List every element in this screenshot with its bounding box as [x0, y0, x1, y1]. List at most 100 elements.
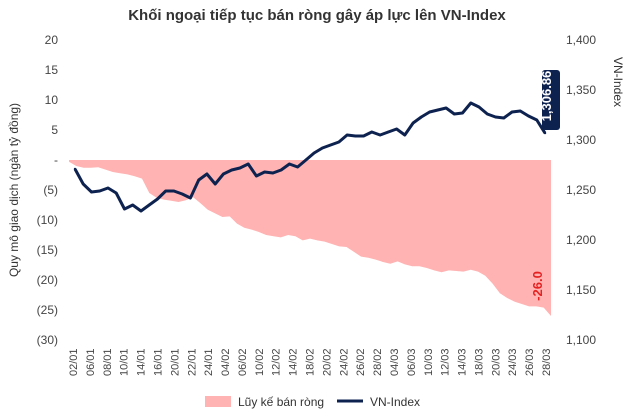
vnindex-point	[469, 101, 472, 105]
vnindex-point	[519, 109, 522, 113]
x-tick-label: 18/02	[305, 348, 317, 376]
vnindex-point	[329, 143, 332, 147]
vnindex-point	[181, 192, 184, 196]
right-tick-label: 1,150	[566, 283, 596, 297]
vnindex-point	[543, 131, 547, 135]
vnindex-point	[189, 196, 192, 200]
vnindex-last-badge: 1,306.86	[539, 70, 560, 130]
left-tick-label: 10	[45, 93, 59, 107]
vnindex-point	[345, 133, 349, 137]
x-tick-label: 24/01	[203, 348, 215, 376]
x-tick-label: 18/03	[473, 348, 485, 376]
vnindex-point	[156, 197, 159, 201]
vnindex-point	[106, 186, 110, 190]
vnindex-point	[172, 189, 176, 193]
x-tick-label: 14/02	[288, 348, 300, 376]
vnindex-point	[535, 118, 538, 122]
vnindex-point	[247, 162, 250, 166]
vnindex-point	[395, 127, 398, 131]
vnindex-point	[486, 112, 489, 116]
vnindex-point	[222, 172, 225, 176]
vnindex-point	[370, 130, 373, 134]
vnindex-point	[354, 134, 357, 138]
x-tick-label: 20/02	[321, 348, 333, 376]
x-tick-label: 14/03	[457, 348, 469, 376]
vnindex-point	[510, 110, 514, 114]
vnindex-point	[428, 110, 431, 114]
vnindex-point	[238, 166, 242, 170]
x-tick-label: 06/01	[85, 348, 97, 376]
right-tick-label: 1,200	[566, 233, 596, 247]
x-tick-label: 06/02	[237, 348, 249, 376]
x-tick-label: 24/03	[507, 348, 519, 376]
left-axis-label: Quy mô giao dịch (ngàn tỷ đồng)	[7, 103, 21, 277]
left-tick-label: (10)	[37, 213, 58, 227]
x-axis-ticks: 02/01 06/01 08/01 10/01 14/01 16/01 20/01 22/01…	[68, 348, 553, 376]
vnindex-points	[73, 101, 547, 213]
vnindex-point	[387, 130, 390, 134]
vnindex-point	[115, 191, 118, 195]
vnindex-point	[312, 151, 316, 155]
vnindex-point	[403, 133, 406, 137]
left-tick-label: 5	[51, 123, 58, 137]
vnindex-point	[123, 207, 126, 211]
x-tick-label: 04/03	[389, 348, 401, 376]
legend-label-area: Lũy kế bán ròng	[238, 395, 324, 409]
right-tick-label: 1,400	[566, 33, 596, 47]
x-tick-label: 20/03	[490, 348, 502, 376]
vnindex-point	[131, 203, 134, 207]
right-tick-label: 1,100	[566, 333, 596, 347]
x-tick-label: 26/03	[524, 348, 536, 376]
left-tick-label: 20	[45, 33, 59, 47]
x-tick-label: 16/01	[152, 348, 164, 376]
right-tick-label: 1,350	[566, 83, 596, 97]
left-tick-label: (25)	[37, 303, 58, 317]
vnindex-point	[98, 189, 101, 193]
vnindex-point	[337, 140, 341, 144]
x-tick-label: 12/03	[440, 348, 452, 376]
vnindex-point	[411, 121, 415, 125]
vnindex-point	[321, 146, 324, 150]
x-tick-label: 08/01	[102, 348, 114, 376]
vnindex-point	[378, 133, 382, 137]
vnindex-point	[164, 189, 167, 193]
vnindex-point	[205, 172, 209, 176]
x-tick-label: 28/02	[372, 348, 384, 376]
vnindex-point	[527, 114, 530, 118]
cumulative-net-selling-area	[69, 160, 551, 316]
left-tick-label: (30)	[37, 333, 58, 347]
left-tick-label: (20)	[37, 273, 58, 287]
vnindex-point	[436, 108, 439, 112]
right-tick-label: 1,250	[566, 183, 596, 197]
left-tick-label: (15)	[37, 243, 58, 257]
right-axis-ticks: 1,400 1,350 1,300 1,250 1,200 1,150 1,100	[566, 33, 596, 347]
vnindex-point	[263, 170, 266, 174]
vnindex-point	[214, 182, 217, 186]
x-tick-label: 10/03	[423, 348, 435, 376]
vnindex-point	[197, 178, 200, 182]
vnindex-point	[148, 203, 151, 207]
vnindex-point	[73, 167, 77, 171]
vnindex-point	[420, 115, 423, 119]
vnindex-point	[477, 105, 481, 109]
cumulative-last-value: -26.0	[530, 271, 545, 301]
vnindex-point	[296, 165, 299, 169]
x-tick-label: 06/03	[406, 348, 418, 376]
vnindex-point	[90, 190, 93, 194]
vnindex-point	[502, 116, 505, 120]
vnindex-point	[444, 106, 448, 110]
vnindex-point	[453, 112, 456, 116]
left-axis-ticks: 20 15 10 5 - (5) (10) (15) (20) (25) (30)	[37, 33, 59, 347]
x-tick-label: 04/02	[220, 348, 232, 376]
vnindex-point	[271, 171, 275, 175]
legend-swatch-area	[205, 396, 231, 407]
x-tick-label: 14/01	[136, 348, 148, 376]
x-tick-label: 20/01	[169, 348, 181, 376]
x-tick-label: 26/02	[355, 348, 367, 376]
x-tick-label: 28/03	[541, 348, 553, 376]
vnindex-line	[73, 101, 547, 213]
x-tick-label: 22/01	[186, 348, 198, 376]
vnindex-point	[255, 174, 258, 178]
vnindex-point	[461, 111, 464, 115]
vnindex-point	[82, 182, 85, 186]
